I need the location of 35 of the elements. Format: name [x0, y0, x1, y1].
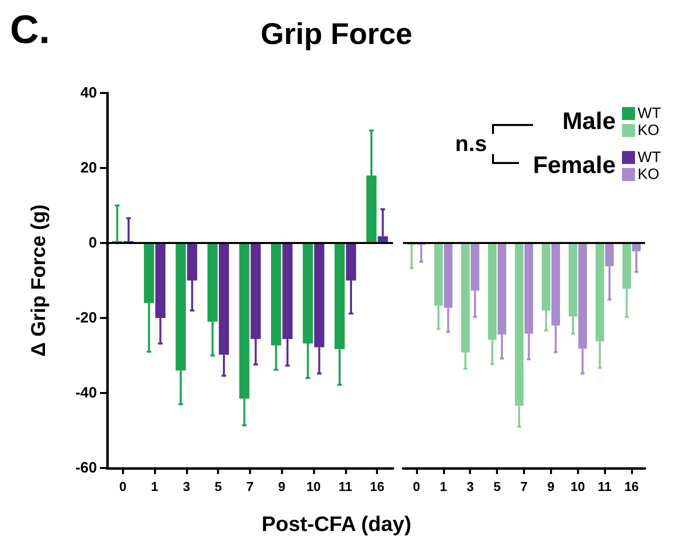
x-axis-title: Post-CFA (day)	[260, 513, 412, 537]
x-tick-label: 9	[278, 479, 286, 494]
y-axis-title: Δ Grip Force (g)	[28, 204, 50, 357]
x-tick-label: 10	[306, 479, 321, 494]
x-tick-label: 0	[119, 479, 127, 494]
legend-label: WT	[638, 149, 661, 166]
legend-label: KO	[638, 122, 660, 139]
legend-label: KO	[638, 166, 660, 183]
y-tick-label: -60	[75, 460, 97, 476]
x-tick-label: 11	[598, 479, 612, 494]
x-tick-label: 5	[493, 479, 501, 494]
y-tick-label: -20	[75, 310, 97, 326]
chart-title: Grip Force	[260, 18, 412, 51]
x-tick-label: 3	[466, 479, 474, 494]
y-tick-label: 0	[88, 234, 97, 252]
x-tick-label: 11	[338, 479, 352, 494]
x-tick-label: 1	[440, 479, 447, 494]
x-tick-label: 7	[520, 479, 528, 494]
x-tick-label: 3	[182, 479, 190, 494]
annotation: n.s	[455, 131, 487, 157]
x-tick-label: 7	[246, 479, 254, 494]
x-tick-label: 16	[370, 479, 384, 494]
x-tick-label: 5	[214, 479, 222, 494]
y-tick-label: 20	[80, 160, 97, 176]
legend-label: WT	[638, 105, 661, 122]
annotation: Male	[562, 108, 616, 136]
y-tick-label: -40	[75, 384, 97, 402]
x-tick-label: 1	[151, 479, 158, 494]
y-tick-label: 40	[80, 84, 97, 102]
text: C.	[10, 8, 50, 53]
x-tick-label: 9	[547, 479, 555, 494]
x-tick-label: 0	[412, 479, 420, 494]
annotation: Female	[532, 152, 616, 180]
x-tick-label: 16	[624, 479, 639, 494]
x-tick-label: 10	[570, 479, 586, 494]
